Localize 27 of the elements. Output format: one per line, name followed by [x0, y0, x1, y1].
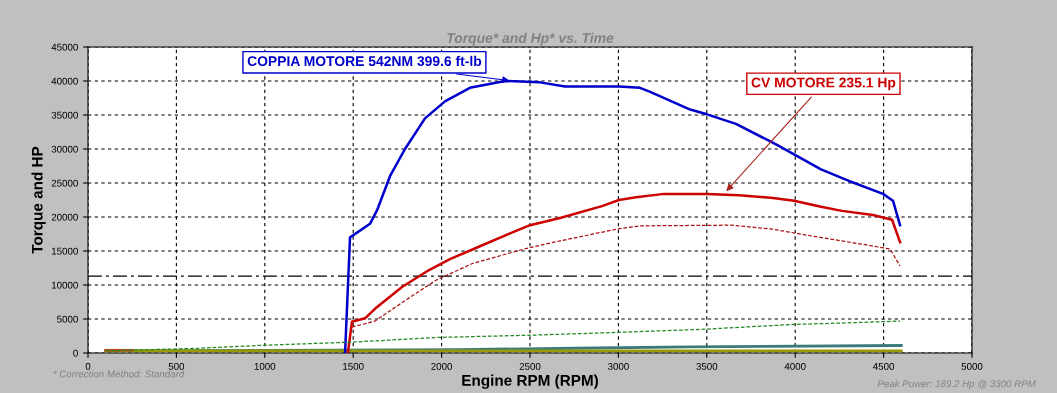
x-tick-label: 5000: [961, 362, 983, 370]
x-tick-label: 3500: [696, 362, 718, 370]
y-tick-label: 40000: [51, 77, 78, 85]
y-tick-label: 30000: [51, 145, 78, 153]
text: * Correction Method: Standard: [53, 370, 185, 378]
x-tick-label: 1500: [343, 362, 364, 370]
y-tick-label: 0: [73, 349, 78, 357]
x-tick-label: 1000: [254, 362, 276, 370]
y-tick-label: 15000: [51, 247, 78, 255]
x-axis-title: Engine RPM (RPM): [462, 374, 598, 389]
x-tick-label: 4000: [784, 362, 806, 370]
x-tick-label: 2500: [519, 362, 541, 370]
y-tick-label: 35000: [51, 111, 78, 119]
x-tick-label: 2000: [431, 362, 453, 370]
y-axis-title: Torque and HP: [31, 146, 46, 254]
x-tick-label: 4500: [873, 362, 895, 370]
annotation: COPPIA MOTORE 542NM 399.6 ft-lb: [247, 55, 482, 67]
y-tick-label: 45000: [51, 43, 78, 51]
y-tick-label: 10000: [51, 281, 78, 289]
y-tick-label: 25000: [51, 179, 78, 187]
x-tick-label: 500: [168, 362, 185, 370]
chart-title: Torque* and Hp* vs. Time: [447, 32, 614, 46]
x-tick-label: 3000: [607, 362, 629, 370]
y-tick-label: 5000: [57, 315, 78, 323]
y-tick-label: 20000: [51, 213, 78, 221]
x-tick-label: 0: [85, 362, 91, 370]
annotation: CV MOTORE 235.1 Hp: [751, 77, 896, 91]
